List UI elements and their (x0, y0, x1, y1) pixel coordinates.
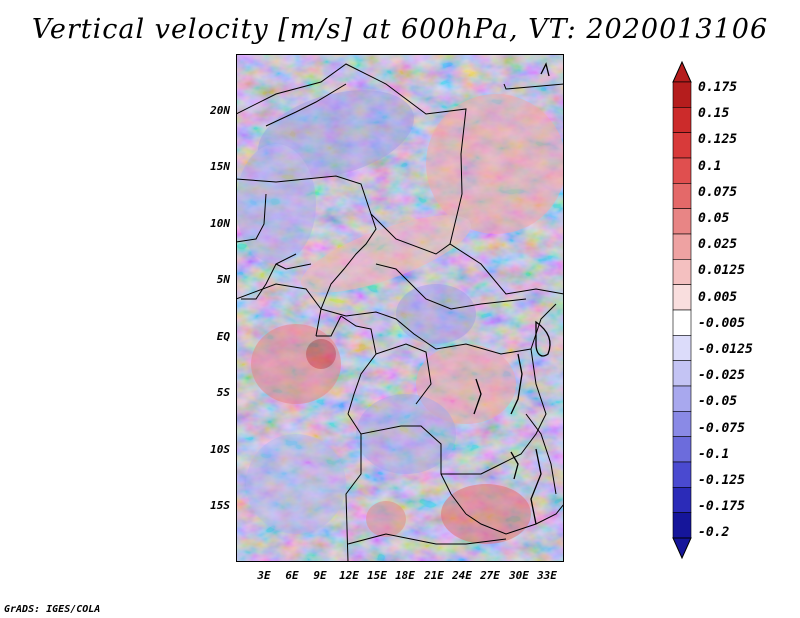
colorbar-swatch (672, 107, 692, 133)
colorbar-swatch (672, 81, 692, 108)
colorbar-label: -0.175 (698, 499, 745, 515)
colorbar-min-arrow (672, 537, 692, 560)
colorbar-label: -0.05 (698, 394, 738, 410)
colorbar-swatch (672, 284, 692, 311)
colorbar-label: 0.15 (698, 106, 730, 122)
colorbar-label: -0.025 (698, 368, 745, 384)
lat-label-15n: 15N (210, 160, 230, 173)
colorbar-swatch (672, 233, 692, 260)
lon-label-24e: 24E (452, 569, 472, 582)
colorbar-label: 0.05 (698, 211, 730, 226)
lat-label-20n: 20N (210, 104, 230, 117)
colorbar-swatch (672, 360, 692, 387)
colorbar-label: -0.005 (698, 315, 745, 331)
colorbar-swatch (672, 461, 692, 488)
chart-title: Vertical velocity [m/s] at 600hPa, VT: 2… (31, 14, 769, 45)
lon-label-18e: 18E (395, 569, 415, 582)
colorbar-label: -0.2 (698, 525, 730, 541)
colorbar-label: -0.1 (698, 446, 730, 462)
colorbar-label: 0.1 (698, 158, 722, 174)
colorbar-swatch (672, 512, 692, 539)
lon-label-12e: 12E (339, 569, 359, 582)
colorbar-label: 0.175 (698, 80, 738, 95)
lon-label-33e: 33E (537, 569, 557, 582)
coastlines-lakes (473, 62, 551, 525)
country-borders (236, 63, 564, 562)
colorbar-swatch (672, 183, 692, 209)
lon-label-30e: 30E (509, 569, 529, 582)
ascent-regions (251, 94, 564, 544)
lon-label-9e: 9E (313, 569, 327, 582)
lat-label-eq: EQ (216, 330, 230, 343)
lat-label-5s: 5S (216, 386, 230, 399)
lat-label-10s: 10S (210, 443, 230, 456)
colorbar-swatch (672, 132, 692, 159)
lat-label-5n: 5N (216, 273, 230, 286)
colorbar-label: -0.075 (698, 420, 745, 436)
map-frame (236, 54, 564, 562)
colorbar-label: 0.125 (698, 132, 738, 148)
colorbar-swatch (672, 208, 692, 235)
colorbar-label: -0.125 (698, 473, 745, 488)
colorbar-swatch (672, 335, 692, 361)
lon-label-15e: 15E (367, 569, 387, 582)
lat-label-15s: 15S (210, 499, 230, 512)
colorbar-swatch (672, 436, 692, 463)
lon-label-6e: 6E (285, 569, 299, 582)
colorbar-label: 0.025 (698, 237, 738, 253)
colorbar-swatch (672, 487, 692, 513)
colorbar-label: 0.0125 (698, 263, 745, 279)
lon-label-27e: 27E (480, 569, 500, 582)
colorbar-swatch (672, 411, 692, 437)
colorbar (672, 60, 692, 560)
colorbar-swatch (672, 157, 692, 184)
colorbar-label: -0.0125 (698, 342, 753, 357)
colorbar-swatch (672, 385, 692, 412)
grads-credit: GrADS: IGES/COLA (4, 604, 101, 615)
colorbar-swatch (672, 309, 692, 336)
descent-regions (236, 90, 476, 534)
map-panel (236, 54, 564, 562)
lon-label-3e: 3E (257, 569, 271, 582)
lat-label-10n: 10N (210, 217, 230, 230)
colorbar-label: 0.005 (698, 289, 738, 305)
colorbar-max-arrow (672, 60, 692, 83)
lon-label-21e: 21E (424, 569, 444, 582)
colorbar-swatch (672, 259, 692, 285)
colorbar-label: 0.075 (698, 184, 738, 200)
